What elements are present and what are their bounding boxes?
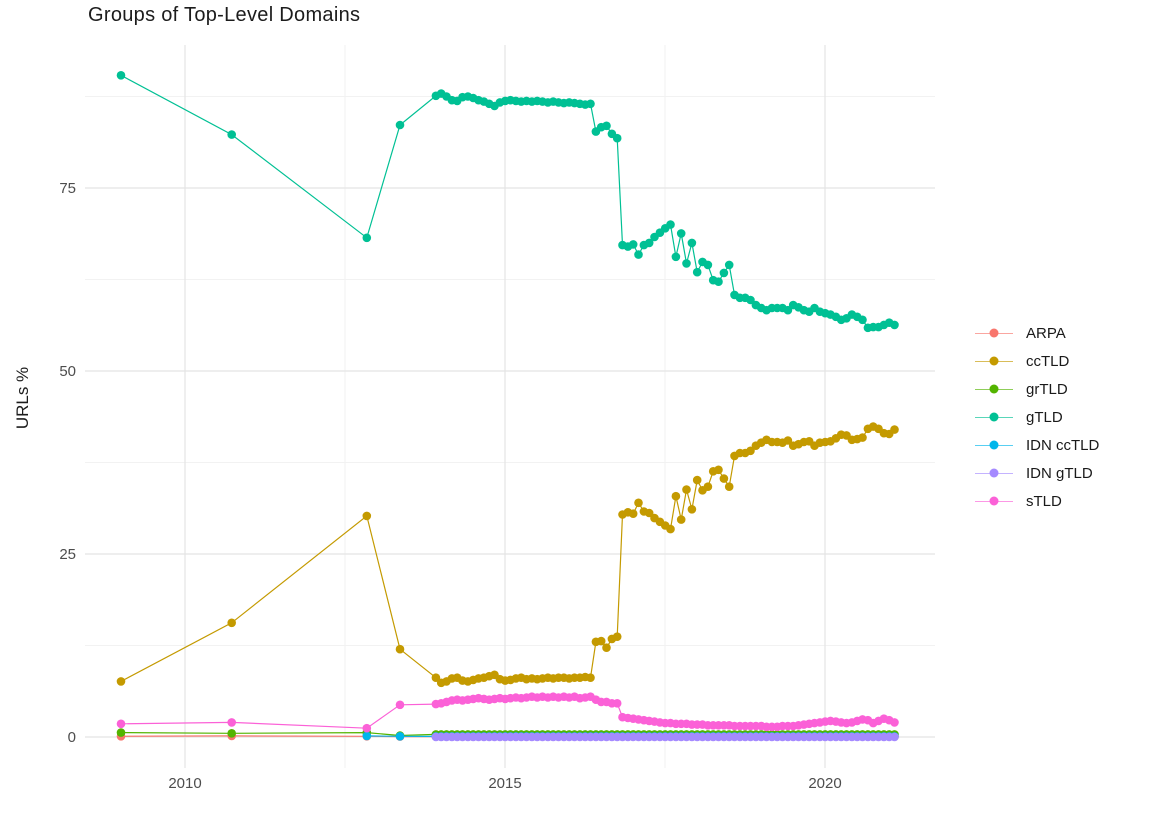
data-point [612,632,622,641]
legend-label: grTLD [1026,380,1068,398]
legend-item-idn-cctld: IDN ccTLD [975,431,1099,459]
data-point [227,130,236,139]
y-tick-label: 75 [59,180,76,197]
data-point [395,732,405,741]
data-point [703,482,713,492]
series-cctld [116,422,899,688]
y-tick-label: 50 [59,363,76,380]
data-point [724,482,734,492]
data-point [890,732,899,742]
data-point [714,277,723,287]
data-point [362,511,372,521]
data-point [612,133,622,143]
data-point [858,315,867,325]
legend-key-icon [975,496,1013,506]
data-point [676,515,686,524]
data-point [671,252,681,262]
legend-key-icon [975,384,1013,394]
series-gtld [116,71,899,333]
data-point [116,719,126,729]
data-point [783,305,793,315]
legend-label: ccTLD [1026,352,1070,370]
data-point [746,295,755,305]
data-point [644,508,654,518]
data-point [612,699,622,708]
data-point [395,644,405,654]
legend-item-idn-gtld: IDN gTLD [975,459,1099,487]
data-point [703,260,713,270]
legend-key-icon [975,440,1013,450]
legend-item-cctld: ccTLD [975,347,1099,375]
data-point [724,260,734,270]
data-point [116,71,126,80]
data-point [116,728,126,737]
data-point [227,618,236,628]
x-tick-label: 2015 [488,775,521,792]
y-tick-label: 25 [59,546,76,563]
data-point [692,267,702,277]
data-point [890,425,899,434]
legend-key-icon [975,468,1013,478]
data-point [362,731,372,741]
data-point [719,474,729,483]
data-point [227,718,236,727]
data-point [628,240,638,249]
series-idn-gtld [431,732,899,742]
legend-label: ARPA [1026,324,1066,342]
data-point [602,643,611,652]
data-point [682,485,691,494]
legend-label: sTLD [1026,492,1062,510]
data-point [634,498,643,508]
data-point [596,636,606,646]
chart-title: Groups of Top-Level Domains [88,4,361,26]
data-point [890,320,899,330]
data-point [628,509,638,518]
data-point [586,99,595,109]
data-point [719,268,729,278]
data-point [746,446,755,456]
data-point [362,233,372,243]
data-point [431,673,441,682]
legend-label: gTLD [1026,408,1063,426]
data-point [666,220,675,229]
legend-label: IDN gTLD [1026,464,1093,482]
data-point [692,475,702,485]
data-point [395,700,405,710]
legend-item-stld: sTLD [975,487,1099,515]
data-point [682,259,691,268]
data-point [666,524,675,534]
series-line [120,425,895,684]
data-point [634,250,643,259]
series-stld [116,692,899,733]
data-point [687,505,697,514]
legend: ARPA ccTLD grTLD gTLD IDN ccTLD IDN gTLD sTLD [975,319,1099,515]
y-tick-label: 0 [68,729,76,746]
x-tick-label: 2020 [808,775,841,792]
data-point [714,465,723,475]
data-point [395,120,405,130]
data-point [671,491,681,501]
series-line [120,74,895,329]
legend-label: IDN ccTLD [1026,436,1100,454]
data-point [362,723,372,733]
data-point [644,238,654,248]
data-point [676,229,686,238]
x-tick-label: 2010 [168,775,201,792]
data-point [227,729,236,738]
legend-item-gtld: gTLD [975,403,1099,431]
data-point [858,433,867,442]
data-point [783,436,793,445]
legend-key-icon [975,412,1013,422]
legend-key-icon [975,356,1013,366]
data-point [890,718,899,727]
legend-item-arpa: ARPA [975,319,1099,347]
legend-key-icon [975,328,1013,338]
data-point [586,673,595,682]
data-point [687,238,697,248]
legend-item-grtld: grTLD [975,375,1099,403]
data-point [116,677,126,686]
data-point [602,121,611,131]
